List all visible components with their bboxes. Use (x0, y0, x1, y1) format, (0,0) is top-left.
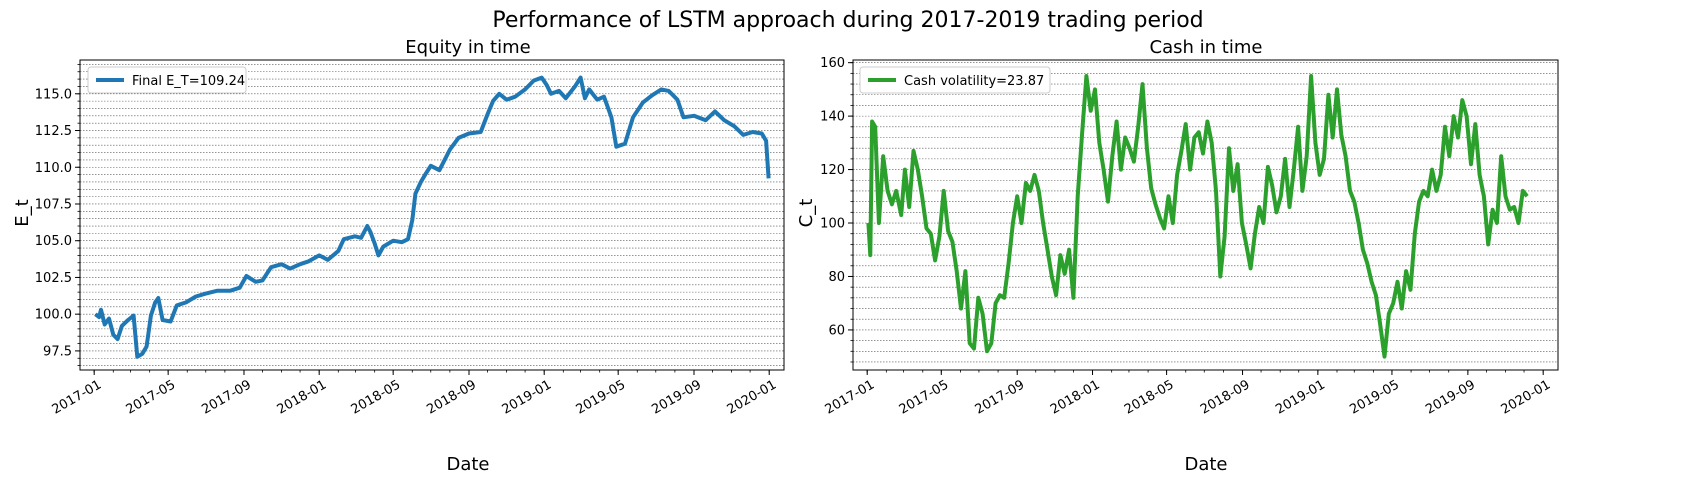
equity-y-tick-label: 105.0 (35, 234, 72, 249)
cash-x-tick-label: 2018-01 (1048, 377, 1103, 417)
cash-y-tick-label: 60 (828, 323, 845, 338)
cash-y-axis-label: C_t (796, 199, 817, 228)
cash-gridlines (853, 62, 1558, 363)
cash-y-ticks: 60 80 100 120 140 160 (820, 56, 853, 363)
equity-x-tick-label: 2019-01 (500, 377, 555, 417)
equity-x-tick-label: 2018-05 (349, 377, 404, 417)
cash-plot-frame (852, 59, 1559, 371)
cash-y-tick-label: 100 (820, 217, 845, 232)
equity-y-tick-label: 100.0 (35, 308, 72, 323)
cash-y-tick-label: 120 (820, 163, 845, 178)
equity-x-tick-label: 2019-09 (649, 377, 704, 417)
equity-chart-title: Equity in time (405, 37, 530, 58)
equity-legend: Final E_T=109.24 (87, 66, 247, 94)
equity-x-tick-label: 2019-05 (574, 377, 629, 417)
equity-y-tick-label: 112.5 (35, 124, 72, 139)
equity-y-tick-label: 97.5 (43, 344, 72, 359)
cash-x-ticks: 2017-01 2017-05 2017-09 2018-01 2018-05 2018-… (823, 370, 1554, 418)
equity-series-line (94, 75, 771, 359)
cash-x-tick-label: 2017-05 (897, 377, 952, 417)
cash-x-tick-label: 2018-09 (1198, 377, 1253, 417)
cash-y-tick-label: 160 (820, 56, 845, 71)
equity-x-ticks: 2017-01 2017-05 2017-09 2018-01 2018-05 2018-… (50, 370, 780, 418)
cash-series-line (866, 74, 1529, 359)
equity-y-axis-label: E_t (12, 199, 33, 226)
cash-y-tick-label: 80 (828, 270, 845, 285)
cash-legend-label: Cash volatility=23.87 (904, 74, 1044, 89)
cash-x-tick-label: 2019-05 (1347, 377, 1402, 417)
equity-x-tick-label: 2020-01 (725, 377, 780, 417)
equity-plot-frame (79, 59, 785, 371)
cash-x-axis-label: Date (1184, 454, 1227, 475)
equity-x-tick-label: 2018-09 (424, 377, 479, 417)
cash-x-tick-label: 2019-09 (1423, 377, 1478, 417)
equity-y-tick-label: 110.0 (35, 161, 72, 176)
equity-y-tick-label: 107.5 (35, 197, 72, 212)
figure-title: Performance of LSTM approach during 2017… (492, 8, 1203, 33)
cash-chart-title: Cash in time (1150, 37, 1263, 58)
equity-y-ticks: 97.5 100.0 102.5 105.0 107.5 110.0 112.5 115.0 (35, 64, 80, 366)
cash-x-tick-label: 2017-09 (973, 377, 1028, 417)
equity-y-tick-label: 102.5 (35, 271, 72, 286)
equity-x-tick-label: 2017-09 (199, 377, 254, 417)
equity-legend-label: Final E_T=109.24 (132, 74, 245, 89)
equity-x-axis-label: Date (446, 454, 489, 475)
cash-chart-panel: Cash in time Date C_t 60 80 100 120 140 160 2… (796, 37, 1559, 475)
cash-y-tick-label: 140 (820, 110, 845, 125)
cash-x-tick-label: 2017-01 (823, 377, 878, 417)
equity-x-tick-label: 2018-01 (275, 377, 330, 417)
equity-x-tick-label: 2017-01 (50, 377, 105, 417)
equity-legend-box (87, 66, 247, 94)
cash-legend: Cash volatility=23.87 (859, 66, 1051, 94)
equity-x-tick-label: 2017-05 (124, 377, 179, 417)
cash-legend-box (859, 66, 1051, 94)
cash-x-tick-label: 2020-01 (1499, 377, 1554, 417)
equity-y-tick-label: 115.0 (35, 87, 72, 102)
equity-chart-panel: Equity in time Date E_t 97.5 100.0 102.5 10… (12, 37, 785, 475)
cash-x-tick-label: 2018-05 (1122, 377, 1177, 417)
equity-gridlines (80, 64, 784, 366)
cash-x-tick-label: 2019-01 (1273, 377, 1328, 417)
